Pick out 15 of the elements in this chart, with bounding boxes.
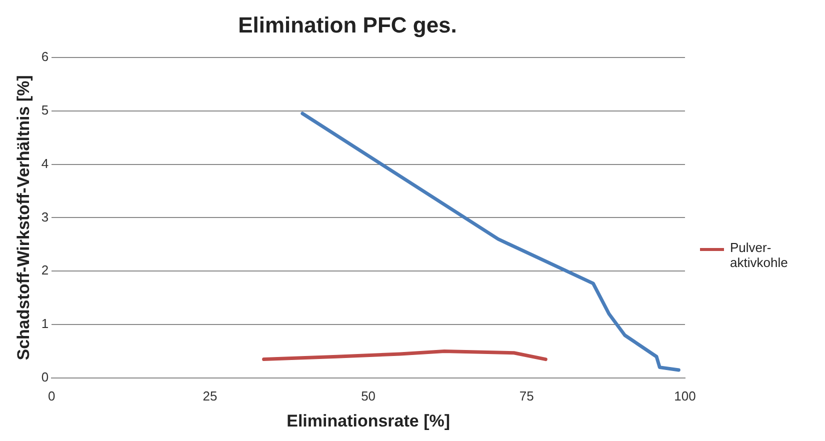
y-tick-label: 0 xyxy=(41,370,49,385)
x-tick-label: 25 xyxy=(202,388,218,404)
y-tick-label: 3 xyxy=(41,209,49,224)
y-tick-label: 4 xyxy=(41,156,49,171)
y-tick-label: 1 xyxy=(41,316,49,332)
y-tick-label: 6 xyxy=(41,48,49,64)
x-tick-label: 50 xyxy=(361,388,376,404)
y-tick-label: 5 xyxy=(41,102,49,118)
x-tick-label: 100 xyxy=(674,388,696,404)
x-tick-label: 75 xyxy=(519,388,534,404)
legend-label: Pulver-aktivkohle xyxy=(730,240,789,270)
chart-title: Elimination PFC ges. xyxy=(238,12,457,38)
y-axis-title: Schadstoff-Wirkstoff-Verhältnis [%] xyxy=(14,75,33,360)
y-tick-label: 2 xyxy=(41,262,49,278)
x-axis-title: Eliminationsrate [%] xyxy=(286,411,450,430)
